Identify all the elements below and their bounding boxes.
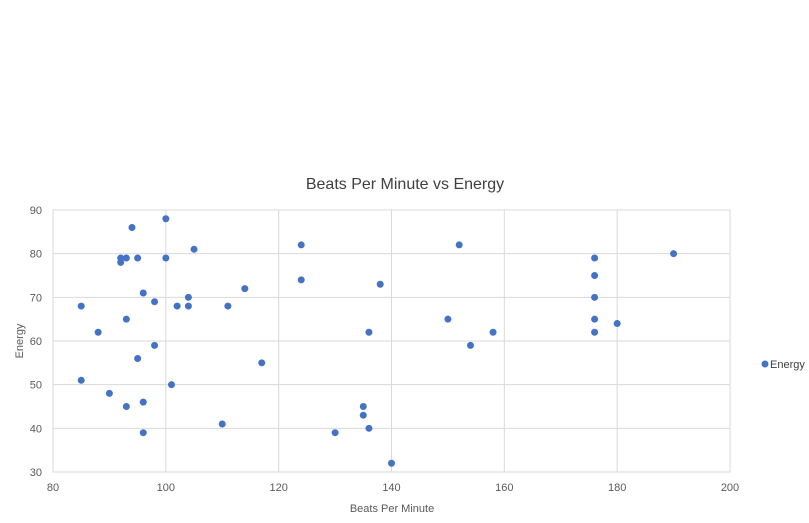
y-tick-label: 90 [30,205,42,217]
data-point [241,285,249,293]
data-point [139,398,147,406]
data-point [444,315,452,323]
plot-area-border [52,209,731,473]
data-point [455,241,463,249]
y-tick-label: 40 [30,423,42,435]
data-point [365,328,373,336]
data-point [167,381,175,389]
data-point [376,280,384,288]
x-tick-label: 140 [382,482,400,494]
y-tick-label: 80 [30,249,42,261]
data-point [134,354,142,362]
data-point [122,254,130,262]
data-point [591,254,599,262]
data-point [184,302,192,310]
data-point [77,376,85,384]
y-tick-label: 60 [30,336,42,348]
chart-title: Beats Per Minute vs Energy [306,176,504,193]
y-tick-label: 30 [30,467,42,479]
data-point [331,429,339,437]
x-tick-label: 100 [157,482,175,494]
data-point [591,272,599,279]
data-point [134,254,142,262]
data-point [359,411,367,419]
y-tick-label: 70 [30,292,42,304]
data-point [591,293,599,301]
data-point [77,302,85,310]
data-point [297,241,305,249]
legend-label: Energy [770,359,805,371]
data-point [117,258,125,266]
data-point [139,429,147,437]
tick-labels: 80 100 120 140 160 180 200 30 40 50 60 70 80 90 [30,205,739,494]
data-point [224,302,232,310]
x-tick-label: 160 [495,482,513,494]
data-point [139,289,147,297]
x-tick-label: 80 [47,482,59,494]
x-axis-title: Beats Per Minute [350,503,434,515]
x-tick-label: 200 [721,482,739,494]
data-point [365,424,373,432]
data-point [388,459,395,467]
data-point [128,223,136,231]
data-point [162,254,170,262]
data-point [184,293,192,301]
data-point [105,389,113,397]
data-point [94,328,102,336]
data-point [162,215,170,223]
data-point [151,341,159,349]
y-tick-label: 50 [30,380,42,392]
data-point [173,302,181,310]
data-point [190,245,198,253]
legend-marker [761,360,769,368]
data-point [670,250,678,258]
gridlines [52,209,731,473]
data-point [613,320,621,328]
data-point [297,276,305,284]
x-tick-label: 120 [269,482,287,494]
data-point [218,420,226,428]
y-axis-title: Energy [14,323,26,358]
data-point [466,341,474,349]
data-point [591,328,599,336]
data-point [591,315,599,323]
data-point [359,403,367,410]
legend: Energy [761,359,805,371]
data-point [489,328,497,336]
data-points [77,215,678,467]
x-tick-label: 180 [608,482,626,494]
data-point [151,298,159,306]
data-point [258,359,266,367]
data-point [122,403,130,410]
data-point [122,315,130,323]
